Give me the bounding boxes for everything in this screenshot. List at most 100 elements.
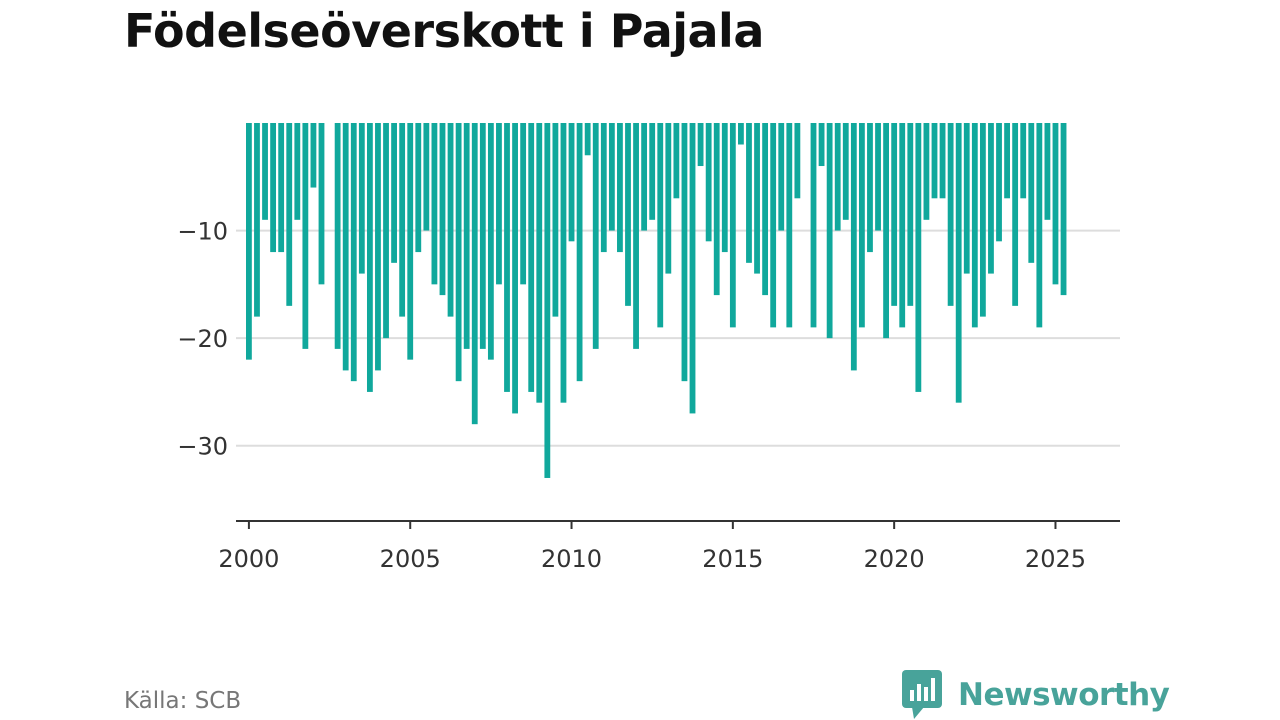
bar <box>721 123 728 253</box>
bar <box>996 123 1002 242</box>
bar <box>988 123 994 274</box>
bar <box>391 123 397 263</box>
x-tick-label: 2015 <box>702 545 763 573</box>
bar <box>818 123 825 167</box>
bar <box>1044 123 1051 220</box>
bar <box>713 123 720 296</box>
bar <box>673 123 680 199</box>
bar <box>520 123 527 285</box>
x-tick-label: 2005 <box>380 545 441 573</box>
bar <box>738 123 744 145</box>
bar <box>479 123 486 349</box>
bar <box>270 123 277 253</box>
bar <box>568 123 575 242</box>
bar <box>697 123 704 167</box>
bar <box>754 123 760 274</box>
bar <box>310 123 317 188</box>
bar <box>883 123 889 339</box>
bar <box>858 123 865 328</box>
bar <box>794 123 801 199</box>
bar <box>641 123 648 231</box>
bar <box>302 123 309 349</box>
bar <box>318 123 325 285</box>
bar <box>246 123 252 360</box>
bar <box>633 123 639 349</box>
bar <box>278 123 285 253</box>
bar <box>294 123 301 220</box>
bar <box>665 123 672 274</box>
bar <box>496 123 502 285</box>
bar <box>584 123 591 156</box>
x-tick-label: 2020 <box>864 545 925 573</box>
bar <box>1052 123 1059 285</box>
tick-labels: −10 −20 −30 2000 2005 2010 2015 2020 2025 <box>177 218 1086 573</box>
bar <box>867 123 873 253</box>
bar <box>681 123 688 382</box>
bar <box>625 123 631 306</box>
bar <box>254 123 260 317</box>
bar <box>415 123 422 253</box>
bar <box>842 123 849 220</box>
bar <box>592 123 599 349</box>
bar <box>786 123 793 328</box>
bar <box>455 123 462 382</box>
bar <box>810 123 817 328</box>
bar <box>1012 123 1019 306</box>
bar <box>923 123 930 220</box>
bar <box>439 123 446 296</box>
bar <box>487 123 494 360</box>
x-axis <box>236 520 1120 529</box>
bar <box>463 123 470 349</box>
bar <box>689 123 696 414</box>
bar <box>617 123 623 253</box>
bar <box>705 123 712 242</box>
brand-name: Newsworthy <box>958 677 1170 713</box>
bar <box>875 123 881 231</box>
bar <box>262 123 268 220</box>
bar <box>1028 123 1035 263</box>
bar <box>358 123 365 274</box>
y-tick-label: −20 <box>177 325 228 353</box>
bar <box>552 123 559 317</box>
y-tick-label: −30 <box>177 433 228 461</box>
bar <box>939 123 946 199</box>
bar <box>657 123 664 328</box>
bar <box>600 123 607 253</box>
bar <box>834 123 841 231</box>
bar <box>471 123 478 425</box>
bar <box>826 123 833 339</box>
bar <box>891 123 898 306</box>
bar <box>770 123 777 328</box>
bar <box>423 123 430 231</box>
bar <box>979 123 986 317</box>
bar <box>447 123 454 317</box>
x-tick-label: 2000 <box>218 545 279 573</box>
bar <box>1036 123 1043 328</box>
bar <box>778 123 785 231</box>
bar-chart: −10 −20 −30 2000 2005 2010 2015 2020 2025 <box>177 123 1120 573</box>
x-tick-label: 2010 <box>541 545 602 573</box>
bar <box>560 123 567 403</box>
bar <box>350 123 357 382</box>
bar <box>366 123 373 392</box>
bar <box>1004 123 1010 199</box>
bar <box>915 123 922 392</box>
bar <box>955 123 962 403</box>
bar <box>762 123 769 296</box>
bar <box>399 123 406 317</box>
bar <box>528 123 535 392</box>
bar <box>431 123 438 285</box>
bar <box>947 123 954 306</box>
brand-logo[interactable]: Newsworthy <box>902 670 1170 720</box>
bar <box>544 123 551 478</box>
bar <box>907 123 914 306</box>
bar <box>746 123 752 263</box>
chart-title: Födelseöverskott i Pajala <box>124 4 764 58</box>
bar <box>899 123 906 328</box>
bar <box>536 123 543 403</box>
bar <box>512 123 518 414</box>
bar <box>375 123 381 371</box>
bar <box>407 123 414 360</box>
bar <box>963 123 970 274</box>
